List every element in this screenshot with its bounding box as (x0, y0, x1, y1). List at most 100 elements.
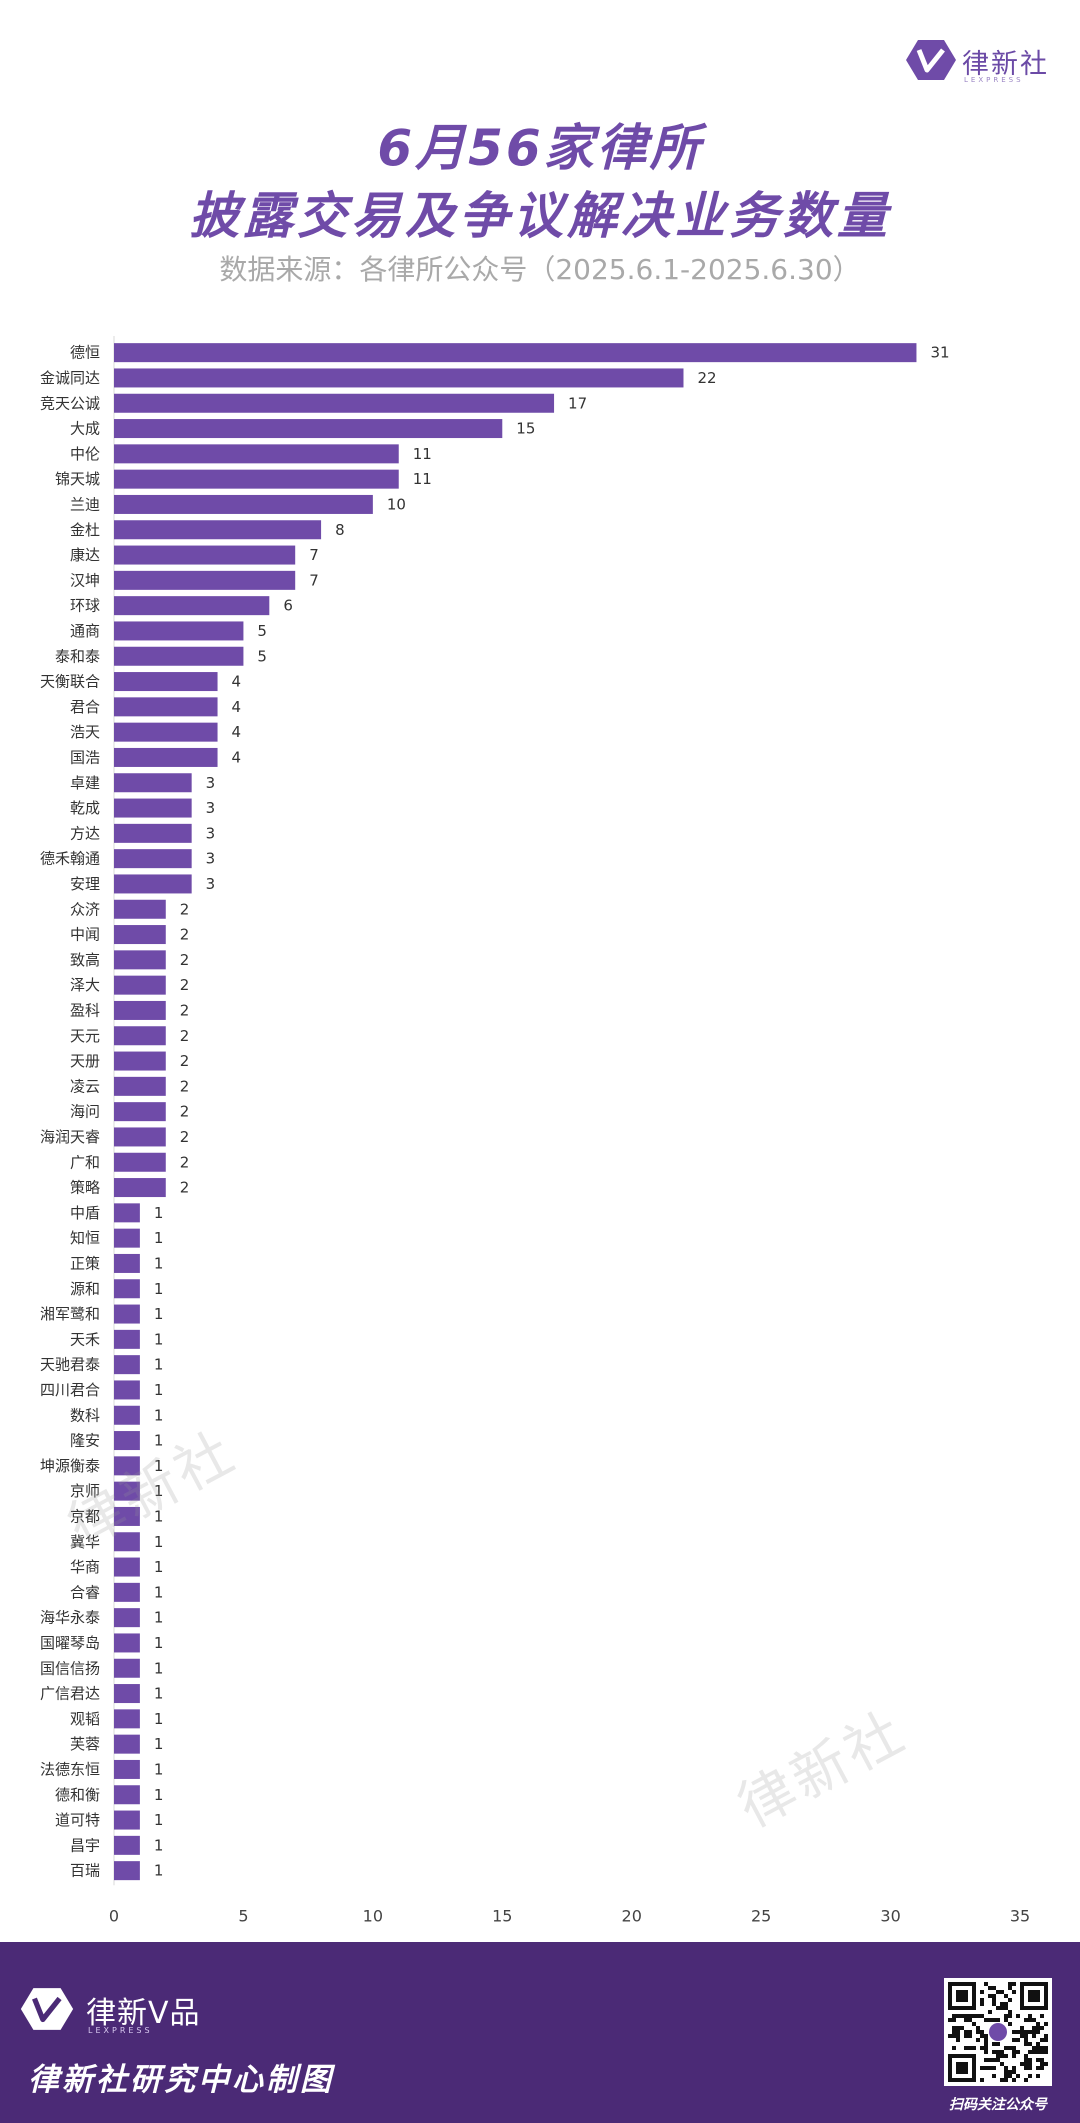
data-label: 1 (154, 1280, 164, 1298)
bar (114, 1431, 140, 1451)
scan-caption: 扫码关注公众号 (949, 2097, 1047, 2113)
bar (114, 545, 296, 565)
category-label: 中闻 (70, 926, 100, 944)
bar (114, 1810, 140, 1830)
category-label: 德禾翰通 (40, 850, 100, 868)
category-label: 昌宇 (70, 1836, 100, 1854)
category-label: 环球 (70, 597, 100, 615)
data-label: 1 (154, 1305, 164, 1323)
bar (114, 621, 244, 641)
data-label: 3 (206, 875, 216, 893)
bar (114, 1026, 166, 1046)
qr-code[interactable] (944, 1978, 1052, 2086)
data-label: 4 (232, 698, 242, 716)
category-label: 乾成 (70, 799, 100, 817)
bar (114, 1253, 140, 1273)
bar (114, 1405, 140, 1425)
bar (114, 1759, 140, 1779)
data-label: 7 (309, 571, 319, 589)
category-label: 方达 (70, 824, 100, 842)
category-label: 盈科 (70, 1001, 100, 1019)
data-label: 1 (154, 1609, 164, 1627)
bar (114, 1557, 140, 1577)
category-label: 竞天公诚 (40, 394, 100, 412)
category-label: 众济 (70, 900, 100, 918)
bar (114, 1582, 140, 1602)
bar (114, 444, 399, 464)
bar (114, 368, 684, 388)
bar (114, 1861, 140, 1881)
data-label: 2 (180, 1001, 190, 1019)
bar (114, 1152, 166, 1172)
category-label: 国信信扬 (40, 1659, 100, 1677)
category-label: 京都 (70, 1507, 100, 1525)
bar (114, 1203, 140, 1223)
category-label: 源和 (70, 1280, 100, 1298)
bar (114, 1329, 140, 1349)
data-label: 2 (180, 1077, 190, 1095)
category-label: 海华永泰 (40, 1609, 100, 1627)
bar (114, 1127, 166, 1147)
bar (114, 925, 166, 945)
data-label: 3 (206, 799, 216, 817)
data-label: 1 (154, 1583, 164, 1601)
bar (114, 874, 192, 894)
bar (114, 1734, 140, 1754)
data-label: 1 (154, 1330, 164, 1348)
bar (114, 1102, 166, 1122)
data-label: 1 (154, 1254, 164, 1272)
data-label: 1 (154, 1786, 164, 1804)
data-label: 1 (154, 1204, 164, 1222)
data-label: 4 (232, 673, 242, 691)
data-label: 1 (154, 1507, 164, 1525)
bar (114, 1633, 140, 1653)
category-label: 中伦 (70, 445, 100, 463)
footer-org: 律新社研究中心制图 (28, 2062, 334, 2098)
category-label: 法德东恒 (40, 1760, 100, 1778)
bar (114, 1051, 166, 1071)
bar (114, 1532, 140, 1552)
data-label: 1 (154, 1533, 164, 1551)
category-label: 海问 (70, 1103, 100, 1121)
data-label: 1 (154, 1735, 164, 1753)
category-label: 隆安 (70, 1432, 100, 1450)
category-label: 中盾 (70, 1204, 100, 1222)
footer: 律新V品 LEXPRESS 律新社研究中心制图 扫码关注公众号 (0, 1942, 1080, 2123)
category-label: 金诚同达 (40, 369, 100, 387)
category-label: 知恒 (70, 1229, 100, 1247)
category-label: 德和衡 (55, 1786, 100, 1804)
category-label: 冀华 (70, 1533, 100, 1551)
category-label: 德恒 (70, 344, 100, 362)
data-label: 10 (387, 495, 406, 513)
data-label: 2 (180, 926, 190, 944)
data-label: 1 (154, 1659, 164, 1677)
category-label: 泽大 (70, 976, 100, 994)
bar (114, 596, 270, 616)
category-label: 泰和泰 (55, 647, 100, 665)
data-label: 3 (206, 850, 216, 868)
data-label: 2 (180, 1153, 190, 1171)
category-label: 观韬 (70, 1710, 100, 1728)
category-label: 国曜琴岛 (40, 1634, 100, 1652)
x-tick-label: 5 (238, 1906, 248, 1925)
category-label: 金杜 (70, 521, 100, 539)
category-label: 四川君合 (40, 1381, 100, 1399)
data-label: 11 (413, 445, 432, 463)
x-tick-label: 25 (751, 1906, 771, 1925)
footer-logo-icon (20, 1988, 74, 2030)
bar (114, 1684, 140, 1704)
chart-title: 6月56家律所 (377, 119, 703, 177)
x-tick-label: 30 (880, 1906, 900, 1925)
data-label: 4 (232, 748, 242, 766)
category-label: 湘军鹭和 (40, 1305, 100, 1323)
brand-logo-icon (906, 40, 956, 80)
brand-sub: LEXPRESS (964, 76, 1024, 84)
bar (114, 1355, 140, 1375)
data-label: 5 (257, 647, 267, 665)
bar (114, 1608, 140, 1628)
bar (114, 393, 555, 413)
data-label: 1 (154, 1760, 164, 1778)
data-label: 22 (697, 369, 716, 387)
category-label: 天册 (70, 1052, 100, 1070)
